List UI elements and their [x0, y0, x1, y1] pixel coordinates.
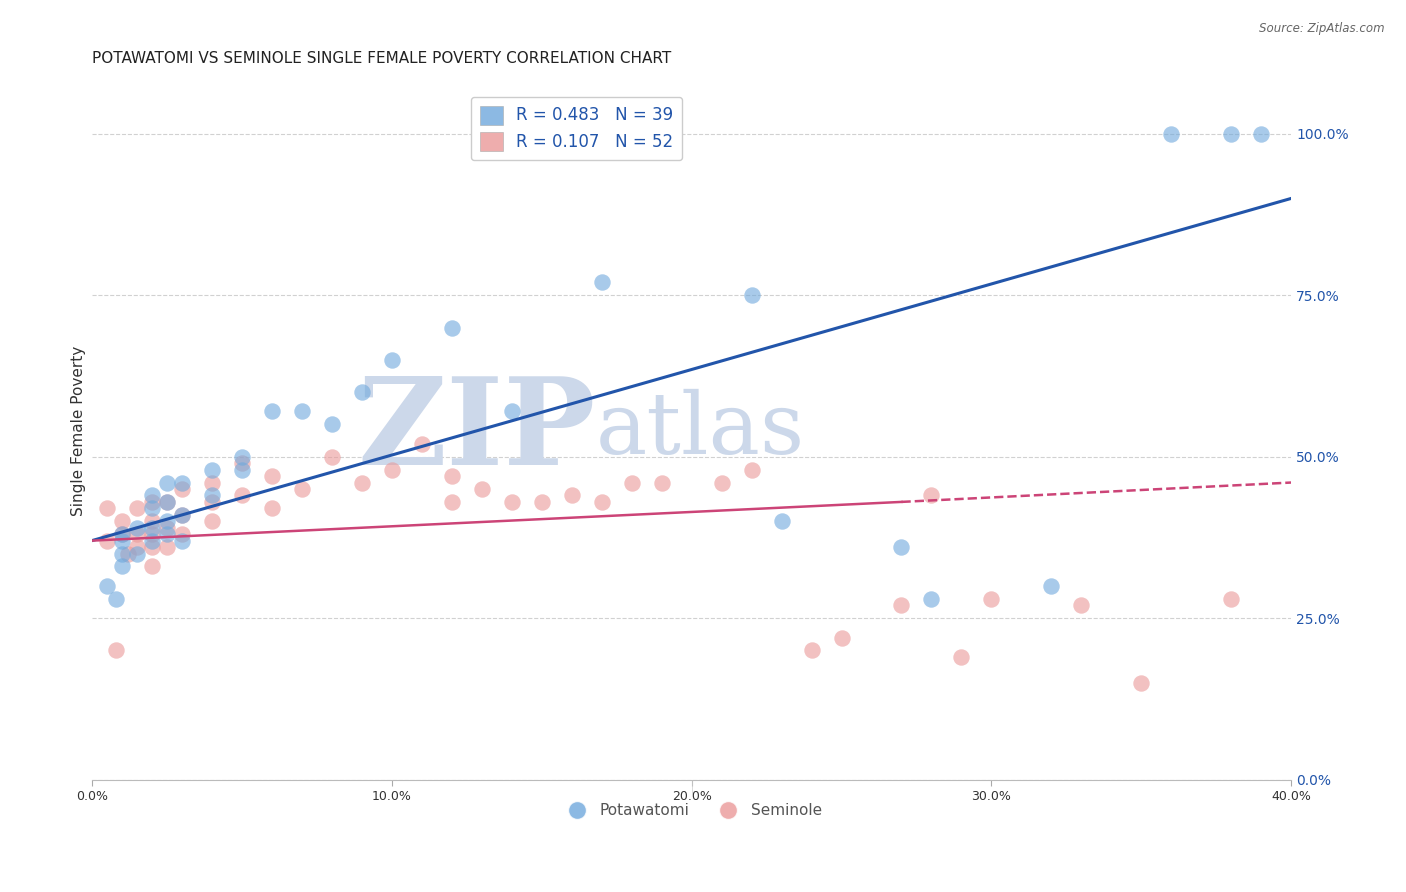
Point	[231, 456, 253, 470]
Point	[591, 276, 613, 290]
Point	[890, 540, 912, 554]
Point	[291, 482, 314, 496]
Point	[125, 501, 148, 516]
Point	[170, 475, 193, 490]
Point	[156, 527, 179, 541]
Point	[125, 521, 148, 535]
Point	[156, 540, 179, 554]
Point	[321, 450, 343, 464]
Point	[111, 547, 134, 561]
Point	[561, 488, 583, 502]
Point	[96, 501, 118, 516]
Point	[651, 475, 673, 490]
Point	[96, 533, 118, 548]
Point	[201, 475, 224, 490]
Point	[141, 514, 163, 528]
Point	[381, 462, 404, 476]
Point	[350, 385, 373, 400]
Point	[1220, 591, 1243, 606]
Text: atlas: atlas	[596, 389, 804, 473]
Point	[710, 475, 733, 490]
Point	[141, 521, 163, 535]
Point	[104, 643, 127, 657]
Point	[920, 591, 942, 606]
Point	[831, 631, 853, 645]
Text: ZIP: ZIP	[357, 372, 596, 490]
Point	[156, 521, 179, 535]
Point	[440, 495, 463, 509]
Point	[111, 559, 134, 574]
Point	[156, 495, 179, 509]
Point	[201, 514, 224, 528]
Point	[141, 527, 163, 541]
Point	[104, 591, 127, 606]
Point	[440, 320, 463, 334]
Point	[201, 462, 224, 476]
Point	[201, 495, 224, 509]
Point	[111, 527, 134, 541]
Point	[741, 462, 763, 476]
Point	[201, 488, 224, 502]
Text: POTAWATOMI VS SEMINOLE SINGLE FEMALE POVERTY CORRELATION CHART: POTAWATOMI VS SEMINOLE SINGLE FEMALE POV…	[91, 51, 671, 66]
Point	[411, 437, 433, 451]
Legend: Potawatomi, Seminole: Potawatomi, Seminole	[555, 797, 828, 824]
Point	[96, 579, 118, 593]
Point	[231, 488, 253, 502]
Point	[530, 495, 553, 509]
Point	[890, 599, 912, 613]
Point	[141, 533, 163, 548]
Point	[156, 475, 179, 490]
Point	[231, 450, 253, 464]
Point	[141, 540, 163, 554]
Point	[741, 288, 763, 302]
Point	[1070, 599, 1092, 613]
Point	[1220, 127, 1243, 141]
Point	[950, 649, 973, 664]
Point	[920, 488, 942, 502]
Point	[501, 404, 523, 418]
Point	[170, 527, 193, 541]
Point	[125, 540, 148, 554]
Point	[980, 591, 1002, 606]
Point	[260, 404, 283, 418]
Point	[471, 482, 494, 496]
Point	[231, 462, 253, 476]
Point	[800, 643, 823, 657]
Point	[620, 475, 643, 490]
Point	[125, 547, 148, 561]
Point	[111, 533, 134, 548]
Point	[170, 508, 193, 522]
Point	[321, 417, 343, 432]
Text: Source: ZipAtlas.com: Source: ZipAtlas.com	[1260, 22, 1385, 36]
Point	[501, 495, 523, 509]
Point	[440, 469, 463, 483]
Point	[291, 404, 314, 418]
Point	[156, 514, 179, 528]
Point	[350, 475, 373, 490]
Point	[170, 533, 193, 548]
Point	[1040, 579, 1063, 593]
Point	[591, 495, 613, 509]
Point	[117, 547, 139, 561]
Point	[170, 482, 193, 496]
Point	[141, 488, 163, 502]
Point	[1130, 675, 1153, 690]
Point	[111, 527, 134, 541]
Point	[156, 495, 179, 509]
Point	[1160, 127, 1182, 141]
Point	[141, 501, 163, 516]
Point	[111, 514, 134, 528]
Point	[170, 508, 193, 522]
Point	[1250, 127, 1272, 141]
Point	[125, 527, 148, 541]
Point	[381, 352, 404, 367]
Point	[141, 495, 163, 509]
Point	[770, 514, 793, 528]
Point	[260, 501, 283, 516]
Point	[260, 469, 283, 483]
Point	[141, 559, 163, 574]
Y-axis label: Single Female Poverty: Single Female Poverty	[72, 346, 86, 516]
